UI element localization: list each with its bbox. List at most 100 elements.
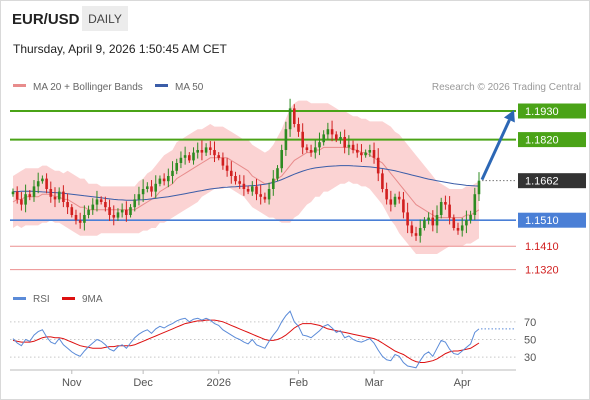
candle (473, 187, 477, 221)
candle (410, 221, 414, 237)
candle (162, 173, 166, 186)
candle-body (335, 134, 338, 140)
candle (385, 182, 388, 205)
candle (465, 210, 468, 234)
candle-body (402, 199, 405, 213)
candle (444, 195, 447, 210)
candle (120, 203, 124, 218)
candle-body (204, 147, 208, 153)
timeframe-badge[interactable] (82, 6, 128, 31)
candle-body (339, 137, 342, 140)
candle (221, 152, 225, 170)
candle-body (272, 178, 275, 189)
candle-body (343, 137, 346, 148)
candle (259, 184, 262, 205)
candle (45, 173, 48, 194)
candle-body (444, 202, 447, 205)
candle (146, 182, 149, 193)
rsi-tick-label: 70 (524, 317, 536, 329)
candle-body (66, 202, 69, 208)
ma50-legend-label: MA 50 (175, 82, 204, 93)
ma20-legend-swatch (13, 84, 26, 87)
rsi-ma-legend-label: 9MA (82, 294, 103, 305)
candle-body (230, 170, 233, 176)
timeframe-label: DAILY (88, 12, 122, 26)
candle (78, 212, 82, 229)
candle (414, 226, 418, 241)
candle (32, 180, 36, 202)
candle-body (49, 189, 53, 197)
candle-body (74, 215, 78, 221)
candle-body (255, 186, 258, 195)
candle (66, 193, 69, 215)
candle-body (225, 165, 229, 171)
candle (230, 161, 233, 184)
candle-body (360, 152, 363, 156)
candle (129, 204, 132, 218)
candle (171, 161, 174, 184)
candle (284, 121, 288, 156)
level-label-resistance-1: 1.1820 (525, 135, 559, 147)
candle-body (104, 202, 107, 208)
candle (99, 196, 103, 205)
candle-body (347, 144, 351, 148)
level-badge-resistance-2 (518, 103, 586, 119)
candle-body (57, 191, 61, 200)
candle-body (314, 147, 317, 153)
candle-body (53, 196, 57, 200)
candle-body (351, 144, 355, 150)
candle-body (192, 152, 195, 161)
candle (20, 191, 23, 211)
credit-label: Research © 2026 Trading Central (432, 82, 581, 93)
candle (141, 179, 145, 202)
candle-body (418, 228, 422, 236)
symbol-label: EUR/USD (12, 11, 80, 28)
rsi-ma-line (12, 319, 480, 363)
candle (423, 217, 426, 231)
candle (335, 131, 338, 143)
candle-body (297, 124, 300, 132)
candle (112, 205, 116, 226)
candle-body (406, 212, 409, 226)
candle-body (376, 157, 380, 174)
candle-body (213, 150, 216, 156)
candle (343, 129, 346, 154)
candle (133, 194, 136, 212)
candle-body (309, 150, 313, 153)
candle (389, 190, 393, 212)
candle-body (423, 220, 426, 228)
candle (293, 104, 296, 128)
time-axis-label: 2026 (206, 377, 230, 389)
candle-body (431, 217, 435, 226)
rsi-legend-swatch (13, 297, 26, 300)
candle (15, 186, 19, 204)
candle-body (32, 186, 36, 197)
candle (452, 214, 456, 231)
candle-body (469, 215, 472, 221)
candle (158, 175, 162, 187)
level-badge-pivot (518, 212, 586, 228)
candle-body (448, 204, 451, 218)
candle (57, 187, 61, 203)
candle-body (11, 191, 15, 195)
candle (402, 191, 405, 219)
candle-body (112, 215, 116, 218)
candle-body (133, 199, 136, 208)
candle-body (28, 194, 32, 197)
candle-body (234, 176, 237, 182)
candle (393, 193, 397, 208)
ma50-line (13, 165, 480, 201)
candle (460, 217, 464, 237)
candle (406, 202, 409, 234)
candle-body (267, 189, 271, 200)
candle-body (70, 207, 74, 215)
candle-body (217, 155, 220, 158)
candle-body (246, 189, 250, 192)
candle-body (410, 225, 414, 234)
forecast-arrow-head (503, 110, 515, 123)
time-axis: Nov Dec 2026 Feb Mar Apr (10, 369, 516, 389)
level-badge-resistance-1 (518, 132, 586, 148)
candle-body (146, 186, 149, 189)
candle-body (120, 209, 124, 213)
candle-body (330, 129, 334, 135)
